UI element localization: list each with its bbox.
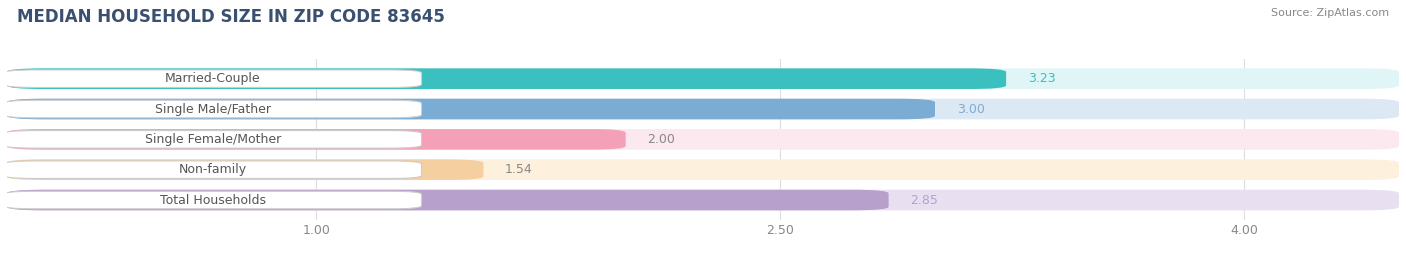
Text: 3.23: 3.23 [1028,72,1056,85]
FancyBboxPatch shape [7,159,484,180]
FancyBboxPatch shape [7,129,1399,150]
Text: 2.00: 2.00 [647,133,675,146]
FancyBboxPatch shape [7,68,1007,89]
FancyBboxPatch shape [4,191,422,209]
FancyBboxPatch shape [4,70,422,87]
FancyBboxPatch shape [4,100,422,118]
Text: Non-family: Non-family [179,163,247,176]
Text: 3.00: 3.00 [956,103,984,116]
FancyBboxPatch shape [7,99,1399,119]
FancyBboxPatch shape [7,190,1399,210]
FancyBboxPatch shape [7,68,1399,89]
Text: Single Male/Father: Single Male/Father [155,103,271,116]
Text: MEDIAN HOUSEHOLD SIZE IN ZIP CODE 83645: MEDIAN HOUSEHOLD SIZE IN ZIP CODE 83645 [17,8,444,26]
Text: 1.54: 1.54 [505,163,533,176]
FancyBboxPatch shape [4,161,422,178]
FancyBboxPatch shape [7,129,626,150]
FancyBboxPatch shape [7,99,935,119]
FancyBboxPatch shape [7,190,889,210]
Text: Total Households: Total Households [160,193,266,207]
Text: Single Female/Mother: Single Female/Mother [145,133,281,146]
FancyBboxPatch shape [7,159,1399,180]
Text: Source: ZipAtlas.com: Source: ZipAtlas.com [1271,8,1389,18]
FancyBboxPatch shape [4,131,422,148]
Text: Married-Couple: Married-Couple [165,72,260,85]
Text: 2.85: 2.85 [910,193,938,207]
